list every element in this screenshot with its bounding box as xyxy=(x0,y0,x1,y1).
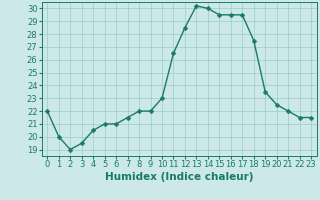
X-axis label: Humidex (Indice chaleur): Humidex (Indice chaleur) xyxy=(105,172,253,182)
